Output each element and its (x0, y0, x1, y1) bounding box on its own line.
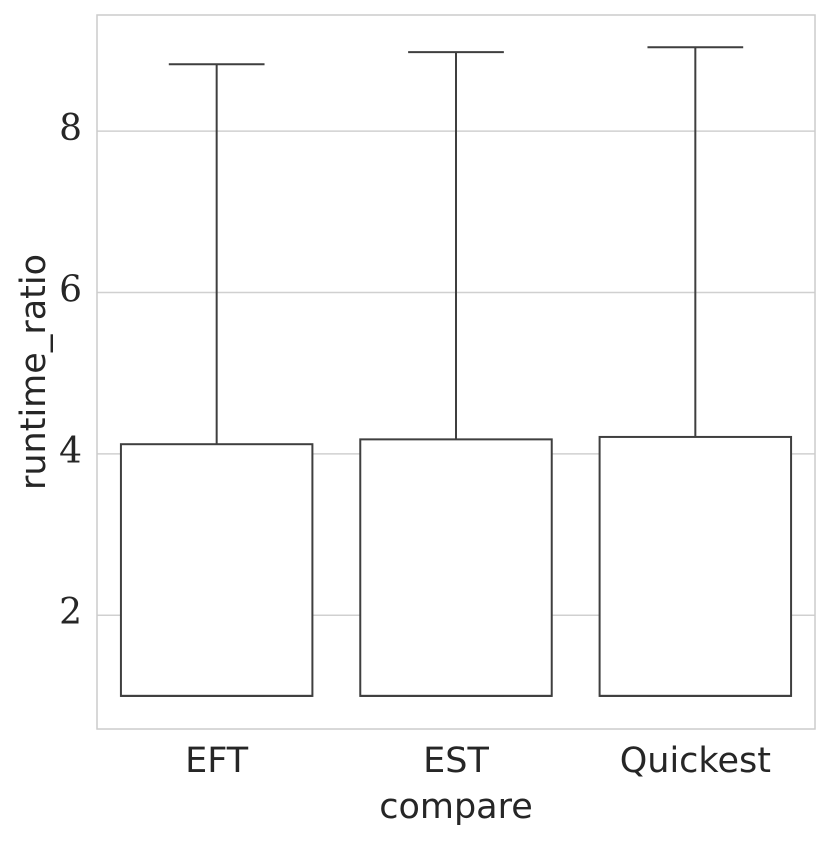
y-tick-label: 2 (59, 592, 82, 633)
y-axis-label: runtime_ratio (14, 254, 54, 490)
y-tick-label: 8 (59, 108, 82, 149)
box (598, 435, 793, 697)
box (119, 443, 314, 697)
x-tick-label: EST (423, 741, 489, 781)
x-axis-label: compare (379, 787, 533, 827)
y-tick-label: 4 (59, 431, 82, 472)
x-tick-label: Quickest (620, 741, 771, 781)
box (359, 438, 553, 697)
y-tick-label: 6 (59, 270, 82, 311)
x-tick-label: EFT (185, 741, 249, 781)
marks (119, 46, 793, 697)
plot-frame (96, 14, 816, 730)
